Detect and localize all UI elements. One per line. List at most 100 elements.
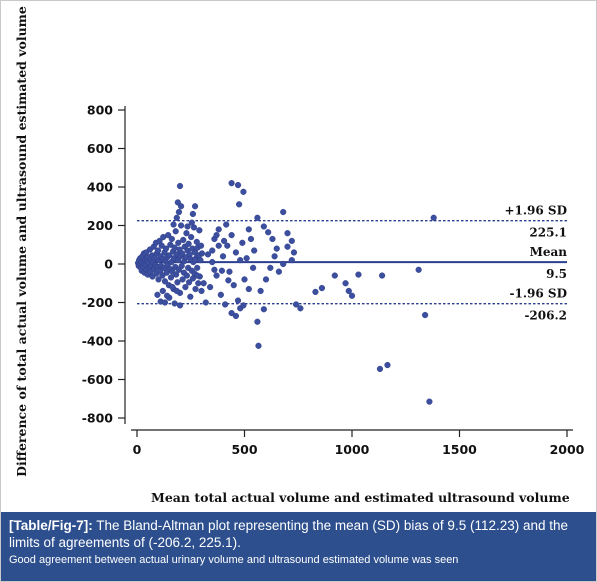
data-point bbox=[169, 284, 176, 291]
data-point bbox=[182, 284, 189, 291]
data-point bbox=[178, 262, 185, 270]
data-point bbox=[213, 272, 220, 279]
data-point bbox=[175, 239, 182, 246]
data-point bbox=[345, 287, 352, 295]
data-point bbox=[262, 276, 270, 283]
data-point bbox=[284, 243, 291, 250]
data-point bbox=[245, 285, 252, 293]
y-tick-label: 200 bbox=[87, 218, 113, 233]
figure-caption: [Table/Fig-7]: The Bland-Altman plot rep… bbox=[1, 512, 596, 581]
data-point bbox=[222, 301, 229, 308]
data-point bbox=[348, 292, 356, 299]
data-point bbox=[155, 276, 162, 283]
data-point bbox=[225, 277, 232, 284]
data-point bbox=[179, 276, 186, 283]
data-point bbox=[232, 312, 240, 320]
data-point bbox=[260, 223, 267, 230]
data-point bbox=[209, 247, 216, 254]
y-tick-label: -200 bbox=[82, 295, 114, 310]
data-point bbox=[215, 242, 222, 249]
data-point bbox=[164, 292, 171, 299]
data-point bbox=[180, 236, 187, 244]
data-point bbox=[154, 291, 161, 298]
data-point bbox=[172, 228, 179, 235]
data-point bbox=[185, 279, 193, 286]
data-point bbox=[217, 291, 224, 298]
data-point bbox=[176, 302, 184, 309]
data-point bbox=[232, 249, 240, 256]
data-point bbox=[250, 264, 257, 271]
data-point bbox=[211, 266, 218, 273]
reference-line-value: 225.1 bbox=[529, 226, 567, 240]
data-point bbox=[158, 242, 165, 249]
data-point bbox=[237, 257, 244, 264]
data-point bbox=[342, 280, 349, 287]
data-point bbox=[265, 229, 272, 236]
data-point bbox=[280, 208, 287, 216]
data-point bbox=[194, 264, 201, 271]
data-point bbox=[167, 241, 174, 248]
data-point bbox=[254, 214, 261, 221]
data-point bbox=[191, 257, 199, 264]
caption-note: Good agreement between actual urinary vo… bbox=[9, 554, 459, 566]
reference-line-value: 9.5 bbox=[546, 267, 567, 281]
data-point bbox=[161, 299, 169, 306]
data-point bbox=[275, 268, 283, 275]
data-point bbox=[197, 257, 204, 264]
data-point bbox=[288, 257, 295, 264]
data-point bbox=[188, 233, 195, 241]
data-point bbox=[243, 255, 250, 262]
data-point bbox=[196, 227, 203, 234]
data-point bbox=[223, 221, 230, 228]
data-point bbox=[239, 239, 246, 246]
x-tick-label: 1500 bbox=[442, 442, 477, 457]
caption-tag: [Table/Fig-7]: bbox=[9, 518, 93, 533]
y-axis-label: Difference of total actual volume and ul… bbox=[13, 5, 29, 477]
data-point bbox=[257, 287, 264, 295]
data-point bbox=[220, 237, 228, 245]
data-point bbox=[175, 208, 183, 216]
reference-line-name: Mean bbox=[530, 245, 568, 259]
data-point bbox=[202, 299, 209, 306]
reference-line-name: +1.96 SD bbox=[504, 204, 567, 218]
data-point bbox=[245, 226, 252, 233]
y-tick-label: 0 bbox=[104, 257, 113, 272]
data-point bbox=[209, 258, 216, 266]
x-tick-label: 500 bbox=[231, 442, 257, 457]
data-point bbox=[260, 306, 267, 313]
data-point bbox=[254, 318, 261, 325]
data-point bbox=[184, 223, 191, 230]
data-point bbox=[195, 280, 202, 287]
x-tick-label: 2000 bbox=[550, 442, 585, 457]
data-point bbox=[255, 342, 262, 349]
data-point bbox=[170, 221, 177, 228]
data-point bbox=[228, 309, 235, 317]
data-point bbox=[204, 251, 212, 258]
data-point bbox=[241, 276, 248, 283]
data-point bbox=[230, 282, 237, 289]
data-point bbox=[191, 203, 199, 210]
data-point bbox=[185, 240, 192, 247]
data-point bbox=[171, 300, 178, 307]
data-point bbox=[161, 278, 169, 285]
data-point bbox=[218, 267, 226, 274]
data-point bbox=[280, 260, 287, 268]
data-point bbox=[251, 247, 258, 254]
data-point bbox=[154, 247, 162, 254]
data-point bbox=[176, 182, 184, 190]
x-axis-label: Mean total actual volume and estimated u… bbox=[151, 490, 570, 505]
data-point bbox=[240, 302, 247, 309]
data-point bbox=[288, 237, 295, 245]
data-point bbox=[228, 232, 235, 239]
caption-main: [Table/Fig-7]: The Bland-Altman plot rep… bbox=[9, 517, 588, 551]
data-point bbox=[376, 365, 384, 373]
data-point bbox=[269, 235, 276, 243]
data-point bbox=[167, 274, 175, 281]
y-tick-label: -800 bbox=[82, 411, 114, 426]
data-point bbox=[159, 287, 166, 295]
data-point bbox=[426, 398, 433, 405]
x-tick-label: 0 bbox=[133, 442, 142, 457]
data-point bbox=[271, 253, 278, 260]
